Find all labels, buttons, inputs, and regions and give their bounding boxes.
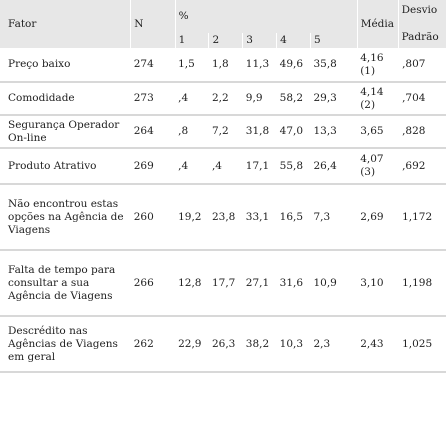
header-n: N [130,0,176,48]
factor-table: Fator N % Média Desvio Padrão 1 2 3 4 5 … [0,0,446,373]
row-fator: Produto Atrativo [0,148,131,185]
header-col-2: 2 [208,33,243,48]
row-p4: 49,6 [276,48,311,83]
row-p1: 19,2 [175,184,209,251]
row-n: 262 [130,316,176,373]
row-n: 269 [130,148,176,185]
row-p4: 31,6 [276,250,311,317]
row-n: 273 [130,82,176,116]
row-p3: 33,1 [242,184,277,251]
header-col-3: 3 [242,33,277,48]
row-p3: 31,8 [242,115,277,149]
row-desvio: 1,172 [398,184,446,251]
row-p4: 47,0 [276,115,311,149]
table-row: Produto Atrativo 269 ,4 ,4 17,1 55,8 26,… [0,148,446,185]
table-row: Descrédito nas Agências de Viagens em ge… [0,316,446,373]
table-row: Comodidade 273 ,4 2,2 9,9 58,2 29,3 4,14… [0,82,446,116]
row-p1: ,4 [175,148,209,185]
row-fator: Comodidade [0,82,131,116]
header-desvio-line1: Desvio [401,4,438,16]
row-media: 3,65 [357,115,399,149]
row-p3: 11,3 [242,48,277,83]
row-p2: 7,2 [208,115,243,149]
row-p2: ,4 [208,148,243,185]
row-fator: Não encontrou estas opções na Agência de… [0,184,131,251]
row-p1: 12,8 [175,250,209,317]
row-p5: 26,4 [310,148,358,185]
header-col-5: 5 [309,33,358,48]
row-p5: 7,3 [310,184,358,251]
row-p2: 26,3 [208,316,243,373]
row-p5: 10,9 [310,250,358,317]
row-media: 4,14 (2) [357,82,399,116]
row-p1: ,4 [175,82,209,116]
row-p5: 2,3 [310,316,358,373]
row-n: 264 [130,115,176,149]
row-n: 274 [130,48,176,83]
row-p1: ,8 [175,115,209,149]
row-p1: 22,9 [175,316,209,373]
row-fator: Descrédito nas Agências de Viagens em ge… [0,316,131,373]
row-desvio: ,704 [398,82,446,116]
row-n: 266 [130,250,176,317]
row-p3: 9,9 [242,82,277,116]
row-desvio: 1,198 [398,250,446,317]
header-col-1: 1 [174,33,209,48]
header-fator: Fator [0,0,131,48]
header-desvio-padrao: Desvio Padrão [397,0,446,48]
row-p1: 1,5 [175,48,209,83]
row-p5: 29,3 [310,82,358,116]
row-media: 4,16 (1) [357,48,399,83]
row-media: 3,10 [357,250,399,317]
row-p2: 23,8 [208,184,243,251]
table-row: Preço baixo 274 1,5 1,8 11,3 49,6 35,8 4… [0,48,446,83]
header-desvio-line2: Padrão [401,31,439,43]
row-p4: 16,5 [276,184,311,251]
row-p3: 38,2 [242,316,277,373]
table-row: Segurança Operador On-line 264 ,8 7,2 31… [0,115,446,149]
row-n: 260 [130,184,176,251]
row-p4: 58,2 [276,82,311,116]
row-desvio: ,692 [398,148,446,185]
row-media: 4,07 (3) [357,148,399,185]
row-p3: 17,1 [242,148,277,185]
row-fator: Preço baixo [0,48,131,83]
table-row: Não encontrou estas opções na Agência de… [0,184,446,251]
row-desvio: ,828 [398,115,446,149]
row-p5: 35,8 [310,48,358,83]
row-desvio: ,807 [398,48,446,83]
row-desvio: 1,025 [398,316,446,373]
row-p4: 55,8 [276,148,311,185]
header-media: Média [356,0,399,48]
row-p4: 10,3 [276,316,311,373]
row-p2: 1,8 [208,48,243,83]
row-fator: Falta de tempo para consultar a sua Agên… [0,250,131,317]
row-p3: 27,1 [242,250,277,317]
row-media: 2,43 [357,316,399,373]
row-p5: 13,3 [310,115,358,149]
header-col-4: 4 [276,33,311,48]
header-percent: % [174,0,358,33]
row-media: 2,69 [357,184,399,251]
row-fator: Segurança Operador On-line [0,115,131,149]
row-p2: 2,2 [208,82,243,116]
table-row: Falta de tempo para consultar a sua Agên… [0,250,446,317]
row-p2: 17,7 [208,250,243,317]
